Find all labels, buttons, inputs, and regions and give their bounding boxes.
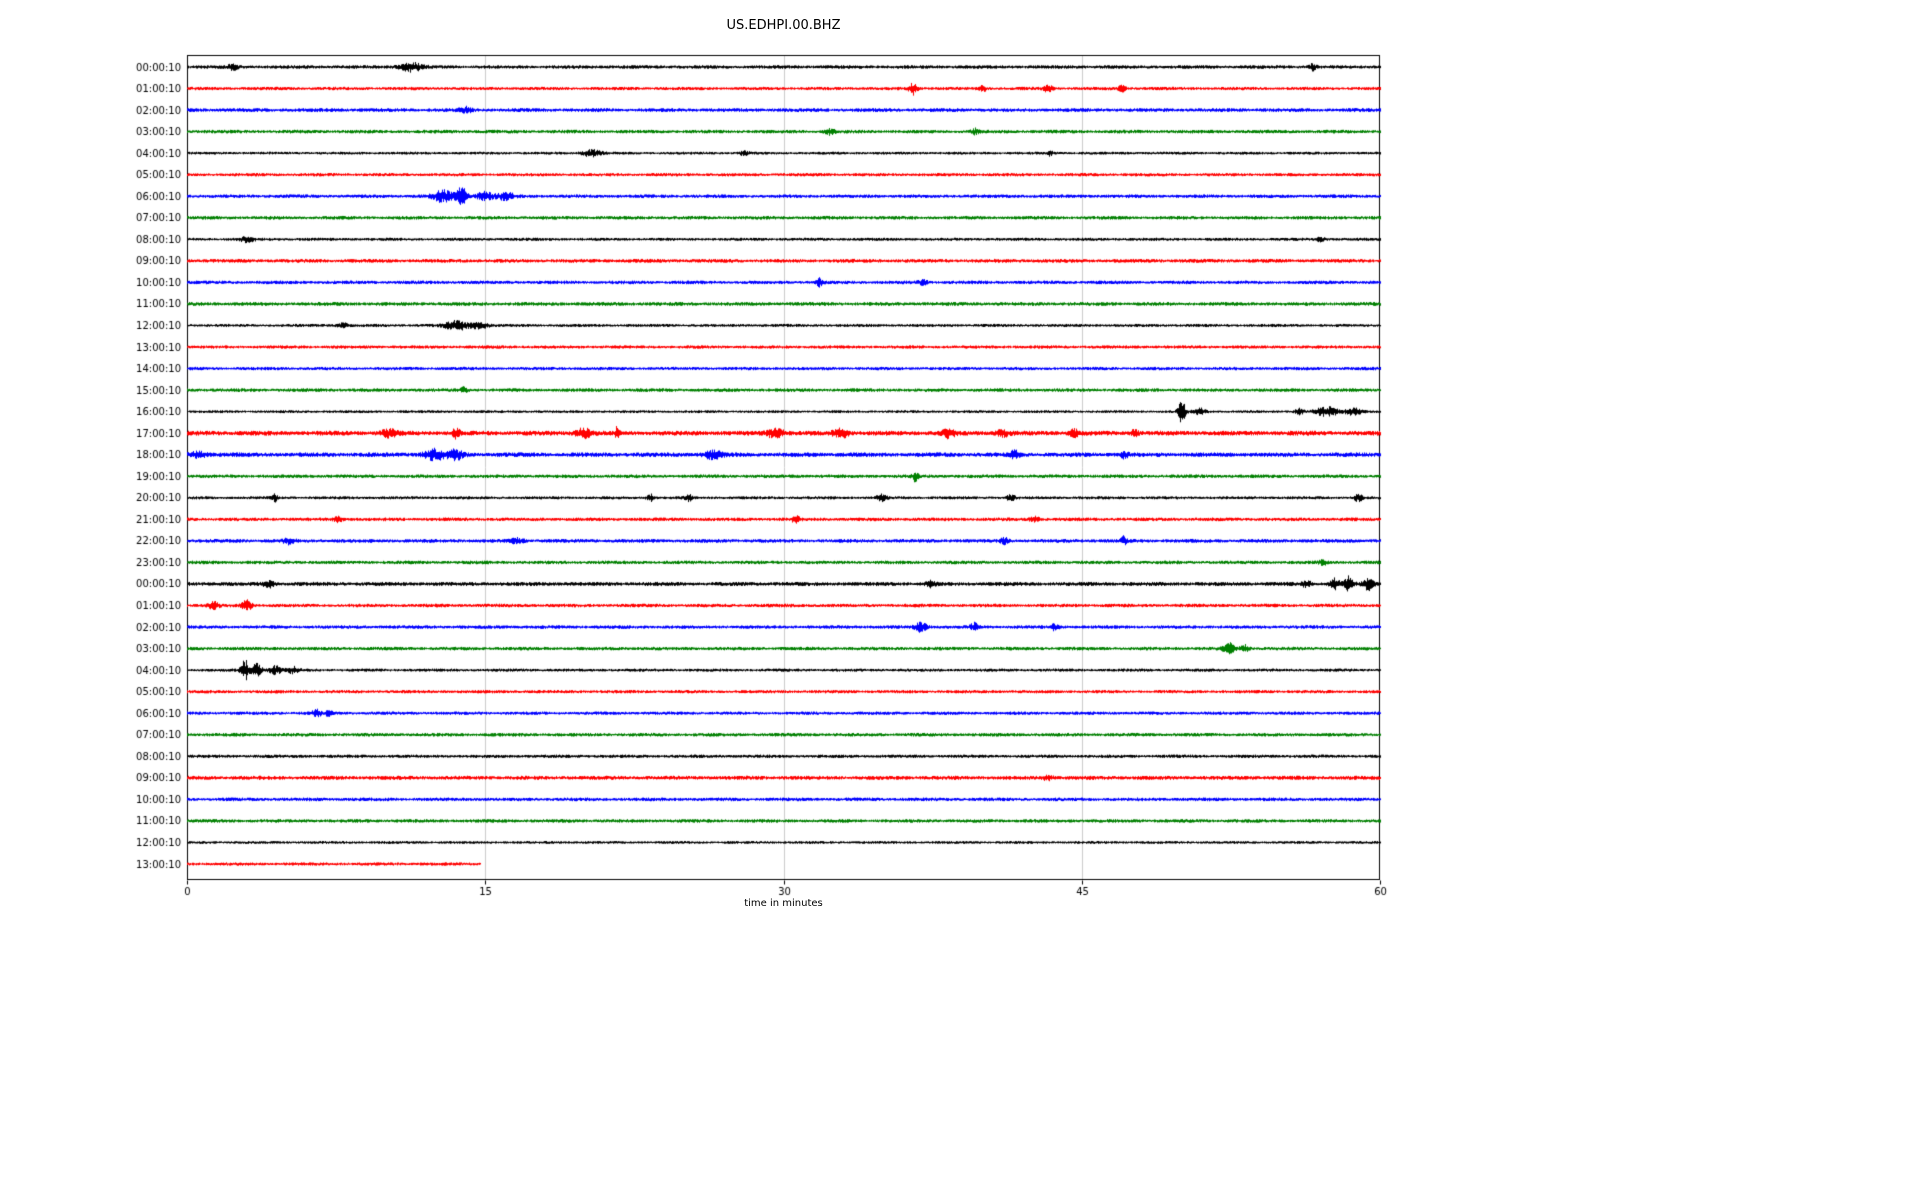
chart-title: US.EDHPI.00.BHZ: [726, 18, 841, 33]
x-axis-label: time in minutes: [744, 898, 823, 909]
